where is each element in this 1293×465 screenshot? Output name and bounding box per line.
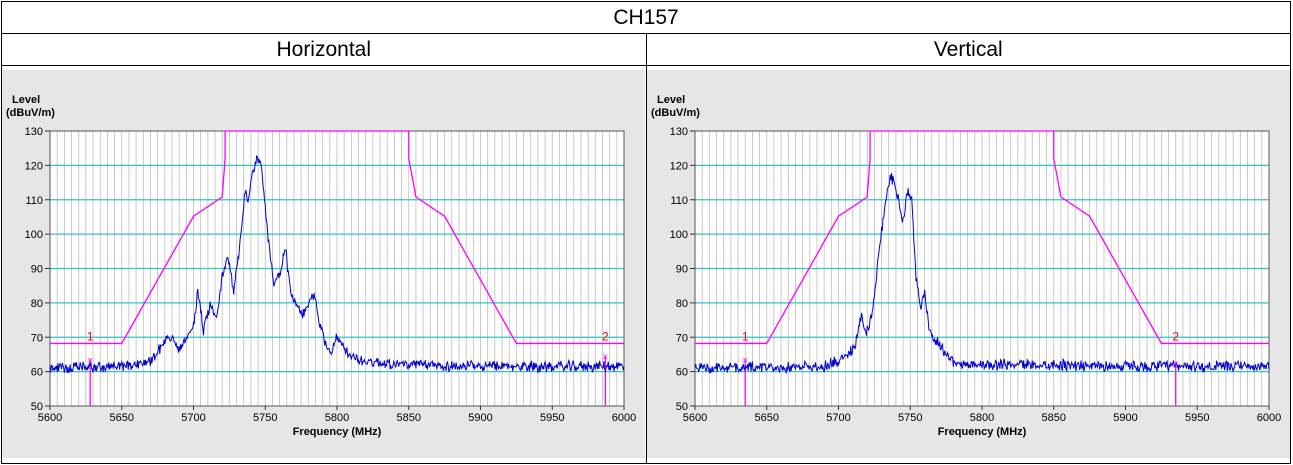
marker-label: 1 [741, 329, 748, 343]
y-axis-label-line1: Level [657, 94, 685, 106]
vertical-header: Vertical [645, 33, 1291, 66]
horizontal-header: Horizontal [1, 33, 647, 66]
y-axis-label-line1: Level [12, 94, 40, 106]
y-tick-label: 110 [25, 195, 43, 207]
x-tick-label: 5700 [181, 412, 205, 424]
y-tick-label: 80 [31, 298, 43, 310]
y-tick-label: 90 [31, 264, 43, 276]
y-tick-label: 110 [670, 195, 688, 207]
y-tick-label: 80 [675, 298, 687, 310]
vertical-chart: 50 60 70 80 90 100 110 120 130 5600 5650 5700 5750 58… [646, 70, 1290, 458]
x-tick-label: 5700 [826, 412, 850, 424]
y-tick-label: 70 [675, 332, 687, 344]
y-tick-label: 100 [669, 229, 687, 241]
y-axis-label-line2: (dBuV/m) [6, 107, 55, 119]
marker-label: 1 [87, 329, 94, 343]
limit-mask-line [50, 130, 624, 345]
y-tick-label: 120 [669, 160, 687, 172]
vertical-plot-cell: 50 60 70 80 90 100 110 120 130 5600 5650 5700 5750 58… [645, 65, 1291, 464]
x-tick-label: 5950 [1185, 412, 1209, 424]
y-tick-label: 70 [31, 332, 43, 344]
x-tick-label: 5600 [682, 412, 706, 424]
marker-point: × [1172, 359, 1178, 370]
x-tick-label: 5600 [38, 412, 62, 424]
y-tick-label: 50 [675, 401, 687, 413]
y-tick-label: 60 [675, 367, 687, 379]
marker-point: × [742, 356, 748, 367]
marker-point: × [87, 356, 93, 367]
y-tick-label: 120 [25, 160, 43, 172]
y-tick-label: 90 [675, 264, 687, 276]
x-tick-label: 6000 [1256, 412, 1280, 424]
x-tick-label: 5650 [754, 412, 778, 424]
y-tick-label: 50 [31, 401, 43, 413]
x-tick-label: 5800 [325, 412, 349, 424]
horizontal-chart: 50 60 70 80 90 100 110 120 130 5600 5650 5700 5750 58… [2, 70, 645, 458]
x-axis-label: Frequency (MHz) [293, 426, 382, 438]
marker-point: × [602, 352, 608, 363]
x-tick-label: 5750 [898, 412, 922, 424]
limit-mask-line [694, 130, 1269, 345]
x-tick-label: 6000 [612, 412, 636, 424]
x-tick-label: 5750 [253, 412, 277, 424]
channel-title: CH157 [1, 1, 1291, 34]
y-tick-label: 100 [25, 229, 43, 241]
spectrum-trace [694, 173, 1269, 375]
x-axis-label: Frequency (MHz) [937, 426, 1026, 438]
y-tick-label: 130 [25, 126, 43, 138]
y-tick-label: 60 [31, 367, 43, 379]
y-tick-label: 130 [669, 126, 687, 138]
x-tick-label: 5650 [110, 412, 134, 424]
x-tick-label: 5900 [1113, 412, 1137, 424]
x-tick-label: 5900 [468, 412, 492, 424]
marker-label: 2 [602, 329, 609, 343]
spectrum-trace [49, 155, 625, 374]
marker-label: 2 [1172, 329, 1179, 343]
y-axis-label-line2: (dBuV/m) [651, 107, 700, 119]
horizontal-plot-cell: 50 60 70 80 90 100 110 120 130 5600 5650 5700 5750 58… [1, 65, 647, 464]
x-tick-label: 5800 [969, 412, 993, 424]
x-tick-label: 5850 [1041, 412, 1065, 424]
x-tick-label: 5850 [397, 412, 421, 424]
x-tick-label: 5950 [540, 412, 564, 424]
